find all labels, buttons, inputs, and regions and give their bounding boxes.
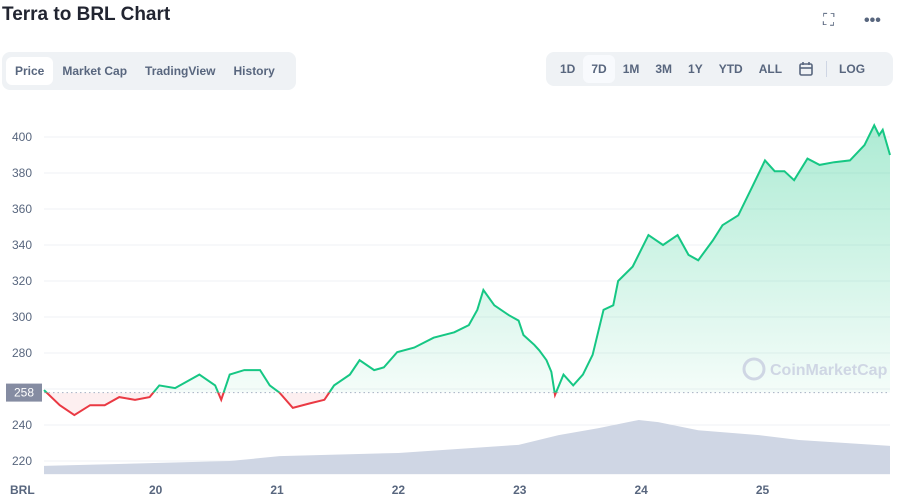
- range-7d[interactable]: 7D: [583, 55, 615, 83]
- tab-tradingview[interactable]: TradingView: [145, 64, 216, 78]
- tab-price[interactable]: Price: [6, 57, 54, 85]
- price-area-fill-below: [46, 392, 556, 416]
- y-tick-label: 300: [12, 310, 32, 324]
- fullscreen-icon[interactable]: ⛶: [823, 12, 835, 29]
- y-tick-label: 380: [12, 166, 32, 180]
- x-tick-label: 23: [513, 483, 527, 497]
- calendar-icon[interactable]: [790, 54, 822, 84]
- log-scale-toggle[interactable]: LOG: [839, 62, 866, 76]
- x-tick-label: 20: [149, 483, 163, 497]
- reference-value-label: 258: [14, 386, 34, 400]
- more-horizontal-icon[interactable]: •••: [864, 12, 881, 29]
- y-tick-label: 400: [12, 130, 32, 144]
- watermark: CoinMarketCap: [742, 357, 888, 381]
- x-tick-label: 24: [634, 483, 648, 497]
- currency-label: BRL: [10, 483, 35, 497]
- range-ytd[interactable]: YTD: [718, 62, 743, 76]
- x-tick-label: 21: [270, 483, 284, 497]
- price-line-up: [43, 123, 891, 393]
- y-tick-label: 240: [12, 418, 32, 432]
- reference-badge: [6, 383, 42, 402]
- y-tick-label: 320: [12, 274, 32, 288]
- x-tick-label: 25: [756, 483, 770, 497]
- range-1y[interactable]: 1Y: [688, 62, 703, 76]
- range-1m[interactable]: 1M: [622, 62, 640, 76]
- tab-market-cap[interactable]: Market Cap: [62, 64, 128, 78]
- watermark-text: CoinMarketCap: [770, 362, 888, 379]
- y-tick-label: 220: [12, 454, 32, 468]
- y-tick-label: 360: [12, 202, 32, 216]
- tab-history[interactable]: History: [233, 64, 275, 78]
- y-tick-label: 340: [12, 238, 32, 252]
- page-title: Terra to BRL Chart: [2, 4, 171, 25]
- range-1d[interactable]: 1D: [560, 62, 576, 76]
- x-tick-label: 22: [392, 483, 406, 497]
- y-tick-label: 280: [12, 346, 32, 360]
- volume-area: [44, 420, 890, 474]
- range-3m[interactable]: 3M: [655, 62, 673, 76]
- divider: [826, 61, 828, 77]
- time-range-selector: 1D 7D 1M 3M 1Y YTD ALL LOG: [546, 52, 893, 86]
- chart-type-tabs: Price Market Cap TradingView History: [2, 52, 296, 90]
- price-area-fill: [44, 125, 890, 393]
- range-all[interactable]: ALL: [758, 62, 783, 76]
